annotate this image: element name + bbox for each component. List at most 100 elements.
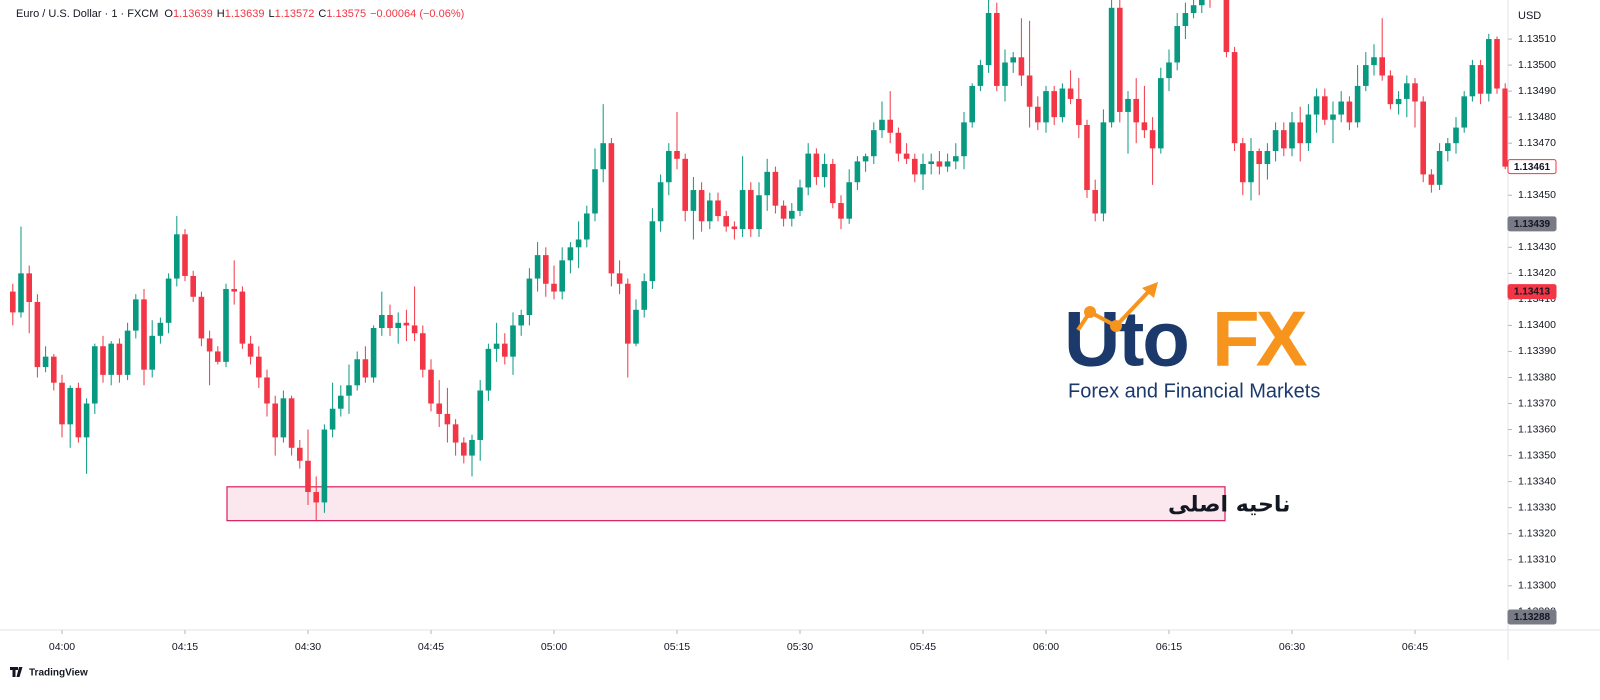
y-tick-label: 1.13490 [1518, 85, 1556, 97]
candle-body [1051, 91, 1057, 118]
candle-body [1231, 52, 1238, 144]
candle-body [961, 122, 967, 157]
candle-body [1240, 143, 1246, 183]
candle-body [403, 322, 410, 326]
candle-body [141, 299, 147, 370]
candle-body [1297, 122, 1303, 144]
candle-body [1026, 75, 1033, 107]
candle-body [871, 130, 877, 157]
y-tick-label: 1.13470 [1518, 137, 1556, 149]
candle-body [1158, 78, 1164, 149]
candle-body [764, 171, 770, 196]
candle-body [1486, 39, 1492, 94]
zone-box [226, 486, 1226, 522]
price-marker-label: 1.13288 [1514, 612, 1551, 623]
candle-body [1346, 101, 1353, 123]
candle-body [575, 239, 582, 248]
candle-body [379, 315, 385, 329]
candle-body [461, 442, 467, 456]
candle-body [616, 273, 623, 284]
candle-body [1002, 62, 1008, 86]
candle-body [1477, 65, 1484, 94]
candle-body [1166, 62, 1172, 79]
candle-body [1322, 96, 1328, 120]
candle-body [149, 335, 155, 370]
candle-body [780, 205, 787, 219]
candle-body [215, 351, 221, 362]
candle-body [936, 161, 943, 167]
candle-body [354, 359, 360, 386]
candle-body [649, 221, 656, 282]
candle-body [1428, 174, 1435, 185]
logo-brand-main: Uto [1064, 295, 1188, 383]
candle-body [625, 283, 631, 344]
candle-body [502, 343, 508, 357]
candle-body [1338, 101, 1344, 115]
candle-body [534, 255, 541, 279]
candle-body [436, 403, 442, 414]
candle-body [411, 325, 418, 334]
candle-body [608, 143, 615, 274]
candle-body [223, 288, 229, 362]
candle-body [567, 247, 574, 261]
candle-body [477, 390, 483, 440]
candle-body [985, 13, 992, 66]
candle-body [920, 164, 926, 175]
candle-body [1067, 88, 1074, 99]
candle-body [1461, 96, 1467, 128]
price-marker-label: 1.13413 [1514, 287, 1551, 298]
candle-body [879, 119, 885, 131]
x-tick-label: 05:45 [910, 641, 936, 653]
candle-body [67, 387, 73, 425]
candle-body [1445, 143, 1451, 151]
zone-layer: ناحیه اصلی [226, 486, 1290, 522]
candle-body [1248, 150, 1254, 183]
y-tick-label: 1.13450 [1518, 189, 1556, 201]
candle-body [1305, 114, 1312, 144]
y-tick-label: 1.13330 [1518, 501, 1556, 513]
legend-key: H [217, 8, 225, 20]
candle-body [862, 156, 869, 162]
candle-body [1387, 75, 1394, 105]
candle-body [903, 153, 910, 159]
candle-body [346, 385, 352, 396]
candle-body [912, 158, 918, 175]
candle-body [34, 301, 41, 368]
candle-body [1174, 26, 1180, 63]
candle-body [485, 348, 492, 391]
candle-body [1035, 106, 1041, 123]
candle-body [944, 161, 951, 167]
candle-body [133, 299, 139, 331]
candle-body [444, 413, 451, 425]
logo: Uto FX Forex and Financial Markets [1064, 282, 1320, 402]
footer-brand: TradingView [29, 668, 88, 679]
candle-body [510, 325, 516, 357]
candle-body [313, 492, 319, 503]
y-tick-label: 1.13480 [1518, 111, 1556, 123]
x-tick-label: 04:00 [49, 641, 75, 653]
price-marker-label: 1.13439 [1514, 219, 1551, 230]
legend-value: 1.13639 [225, 8, 265, 20]
x-tick-label: 06:30 [1279, 641, 1305, 653]
candle-body [116, 343, 123, 375]
candle-body [59, 382, 65, 425]
candle-body [288, 398, 295, 448]
candle-body [805, 153, 811, 188]
y-tick-label: 1.13350 [1518, 449, 1556, 461]
x-tick-label: 05:30 [787, 641, 813, 653]
legend-key: C [318, 8, 326, 20]
candle-body [10, 291, 16, 313]
candle-body [1494, 39, 1500, 89]
candle-body [75, 387, 82, 438]
candle-body [682, 158, 688, 211]
footer-logo-icon [10, 667, 23, 677]
y-tick-label: 1.13430 [1518, 241, 1556, 253]
candle-body [739, 190, 746, 230]
price-marker [1507, 216, 1557, 232]
price-marker [1507, 159, 1557, 175]
legend-value: 1.13572 [275, 8, 315, 20]
candle-body [1108, 7, 1115, 123]
candle-body [1313, 96, 1320, 115]
candle-body [1084, 124, 1090, 191]
logo-arrow [1076, 288, 1152, 332]
